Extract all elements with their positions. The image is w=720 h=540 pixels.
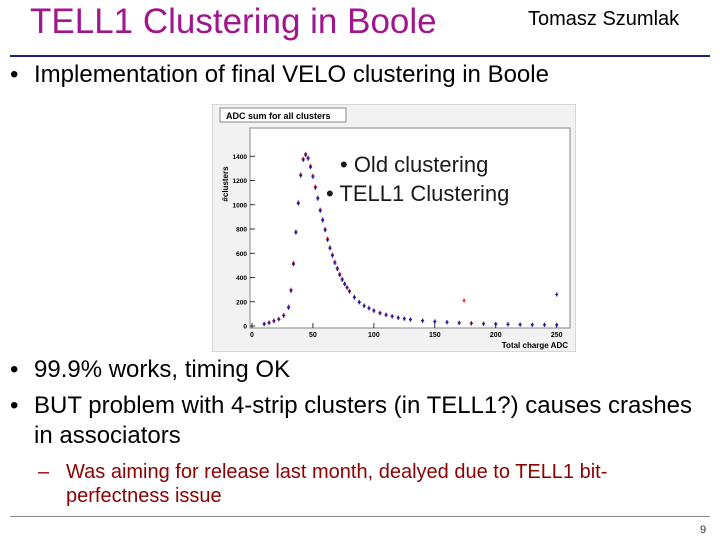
bullet-text: 99.9% works, timing OK <box>34 356 291 383</box>
adc-histogram-chart: ADC sum for all clusters #clusters Total… <box>212 104 576 352</box>
sub-bullet-text: Was aiming for release last month, dealy… <box>66 461 608 507</box>
tell1-clustering-point <box>267 320 271 325</box>
tell1-clustering-point <box>287 305 291 310</box>
tell1-clustering-point <box>306 156 310 161</box>
y-axis-label: #clusters <box>221 166 230 202</box>
tell1-clustering-point <box>372 308 376 313</box>
page-number: 9 <box>700 524 707 536</box>
tell1-clustering-point <box>494 322 498 327</box>
bullet-item: • BUT problem with 4-strip clusters (in … <box>10 391 710 451</box>
bullet-item: • 99.9% works, timing OK <box>10 355 710 385</box>
y-tick-label: 1000 <box>233 202 248 209</box>
tell1-clustering-point <box>294 230 298 235</box>
tell1-clustering-point <box>457 320 461 325</box>
tell1-clustering-point <box>482 321 486 326</box>
y-tick-label: 1200 <box>233 178 248 185</box>
tell1-clustering-point <box>299 173 303 178</box>
chart-title-box <box>219 107 347 123</box>
tell1-clustering-point <box>335 267 339 272</box>
bullet-text: Implementation of final VELO clustering … <box>34 61 549 88</box>
tell1-clustering-point <box>433 319 437 324</box>
y-tick-label: 1400 <box>233 154 248 161</box>
legend-tell1-clustering: • TELL1 Clustering <box>326 181 510 206</box>
x-tick-label: 0 <box>250 332 254 339</box>
tell1-clustering-point <box>333 260 337 265</box>
tell1-clustering-point <box>357 300 361 305</box>
tell1-clustering-point <box>408 317 412 322</box>
y-tick-label: 400 <box>236 275 247 282</box>
slide-title: TELL1 Clustering in Boole <box>30 2 437 41</box>
tell1-clustering-point <box>543 322 546 327</box>
tell1-clustering-point <box>378 311 382 316</box>
y-tick-label: 800 <box>236 227 247 234</box>
sub-bullet-marker: – <box>38 461 50 483</box>
tell1-clustering-point <box>367 306 371 311</box>
tell1-clustering-point <box>311 174 315 179</box>
tell1-clustering-point <box>345 285 349 290</box>
chart-title: ADC sum for all clusters <box>226 111 331 121</box>
tell1-clustering-point <box>262 322 266 327</box>
x-tick-label: 100 <box>368 332 380 339</box>
y-tick-label: 200 <box>236 299 247 306</box>
title-divider <box>10 55 710 57</box>
tell1-clustering-point <box>326 237 330 242</box>
tell1-clustering-point <box>318 208 322 213</box>
tell1-clustering-point <box>323 228 327 233</box>
tell1-clustering-point <box>396 315 400 320</box>
outlier-point <box>555 292 559 297</box>
tell1-clustering-point <box>530 322 534 327</box>
tell1-clustering-point <box>402 316 406 321</box>
tell1-clustering-point <box>340 277 344 282</box>
bullet-marker: • <box>10 392 19 419</box>
tell1-clustering-point <box>313 185 317 190</box>
x-axis-label: Total charge ADC <box>502 341 568 350</box>
tell1-clustering-point <box>330 253 334 258</box>
tell1-clustering-point <box>343 282 347 287</box>
tell1-clustering-point <box>282 313 286 318</box>
y-tick-label: 600 <box>236 251 247 258</box>
tell1-clustering-point <box>390 314 394 319</box>
tell1-clustering-point <box>296 201 300 206</box>
tell1-clustering-point <box>316 196 320 201</box>
tell1-clustering-point <box>348 289 351 294</box>
axis-ticks: 0 50 100 150 200 250 0 200 400 600 800 1000 1200 1400 <box>233 154 563 339</box>
tell1-clustering-point <box>304 153 308 158</box>
tell1-clustering-point <box>289 288 293 293</box>
tell1-clustering-point <box>301 157 305 162</box>
tell1-clustering-point <box>362 303 366 308</box>
tell1-clustering-point <box>338 273 342 278</box>
tell1-clustering-point <box>518 322 522 327</box>
data-points <box>262 151 559 328</box>
x-tick-label: 150 <box>429 332 441 339</box>
tell1-clustering-point <box>469 321 473 326</box>
legend-old-clustering: • Old clustering <box>340 152 489 177</box>
tell1-clustering-point <box>321 218 325 223</box>
tell1-clustering-point <box>384 313 388 318</box>
bullet-item: • Implementation of final VELO clusterin… <box>10 60 710 90</box>
sub-bullet-item: – Was aiming for release last month, dea… <box>38 460 710 510</box>
tell1-clustering-point <box>309 165 312 170</box>
bullet-text: BUT problem with 4-strip clusters (in TE… <box>34 392 693 449</box>
footer-divider <box>10 516 710 517</box>
x-tick-label: 50 <box>309 332 317 339</box>
outlier-point <box>462 298 466 303</box>
tell1-clustering-point <box>352 295 356 300</box>
x-tick-label: 250 <box>551 332 563 339</box>
author-name: Tomasz Szumlak <box>528 8 680 30</box>
tell1-clustering-point <box>328 246 332 251</box>
tell1-clustering-point <box>555 323 559 328</box>
y-tick-label: 0 <box>243 324 247 331</box>
tell1-clustering-point <box>506 322 510 327</box>
tell1-clustering-point <box>272 319 276 324</box>
bullet-marker: • <box>10 61 19 88</box>
tell1-clustering-point <box>445 320 449 325</box>
tell1-clustering-point <box>277 317 281 322</box>
tell1-clustering-point <box>291 262 295 267</box>
tell1-clustering-point <box>421 318 425 323</box>
bullet-marker: • <box>10 356 19 383</box>
x-tick-label: 200 <box>490 332 502 339</box>
